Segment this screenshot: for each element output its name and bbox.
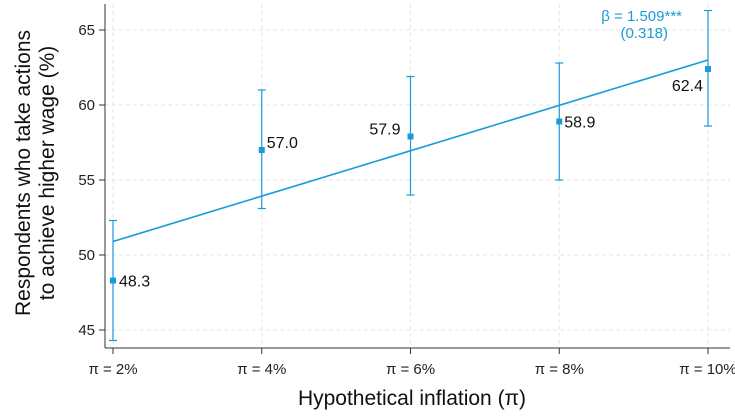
x-tick-labels: π = 2% π = 4% π = 6% π = 8% π = 10% bbox=[88, 361, 735, 378]
gridlines bbox=[105, 4, 730, 348]
x-axis-title: Hypothetical inflation (π) bbox=[298, 387, 526, 410]
x-tick-label: π = 2% bbox=[88, 361, 137, 378]
y-axis-title-line-2: to achieve higher wage (%) bbox=[36, 46, 59, 300]
data-label: 57.0 bbox=[267, 135, 298, 152]
y-axis-title-line-1: Respondents who take actions bbox=[12, 30, 35, 316]
data-label: 57.9 bbox=[369, 122, 400, 139]
y-tick-label: 50 bbox=[78, 247, 95, 264]
y-tick-label: 65 bbox=[78, 22, 95, 39]
data-label: 58.9 bbox=[564, 115, 595, 132]
x-tick-label: π = 8% bbox=[535, 361, 584, 378]
data-labels: 48.3 57.0 57.9 58.9 62.4 bbox=[119, 78, 703, 291]
x-tick-label: π = 4% bbox=[237, 361, 286, 378]
data-point bbox=[258, 147, 265, 153]
data-point bbox=[110, 277, 116, 284]
data-point bbox=[556, 118, 563, 125]
data-point bbox=[705, 66, 711, 72]
x-tick-label: π = 10% bbox=[679, 361, 735, 378]
beta-se-annotation: (0.318) bbox=[620, 25, 668, 42]
data-points bbox=[110, 66, 711, 284]
beta-annotation: β = 1.509*** bbox=[601, 8, 682, 25]
x-tick-label: π = 6% bbox=[386, 361, 435, 378]
data-point bbox=[407, 133, 414, 140]
data-label: 62.4 bbox=[672, 78, 703, 95]
y-tick-label: 55 bbox=[78, 172, 95, 189]
axes bbox=[99, 4, 730, 354]
y-tick-labels: 45 50 55 60 65 bbox=[78, 22, 95, 339]
y-tick-label: 45 bbox=[78, 322, 95, 339]
data-label: 48.3 bbox=[119, 274, 150, 291]
y-tick-label: 60 bbox=[78, 97, 95, 114]
